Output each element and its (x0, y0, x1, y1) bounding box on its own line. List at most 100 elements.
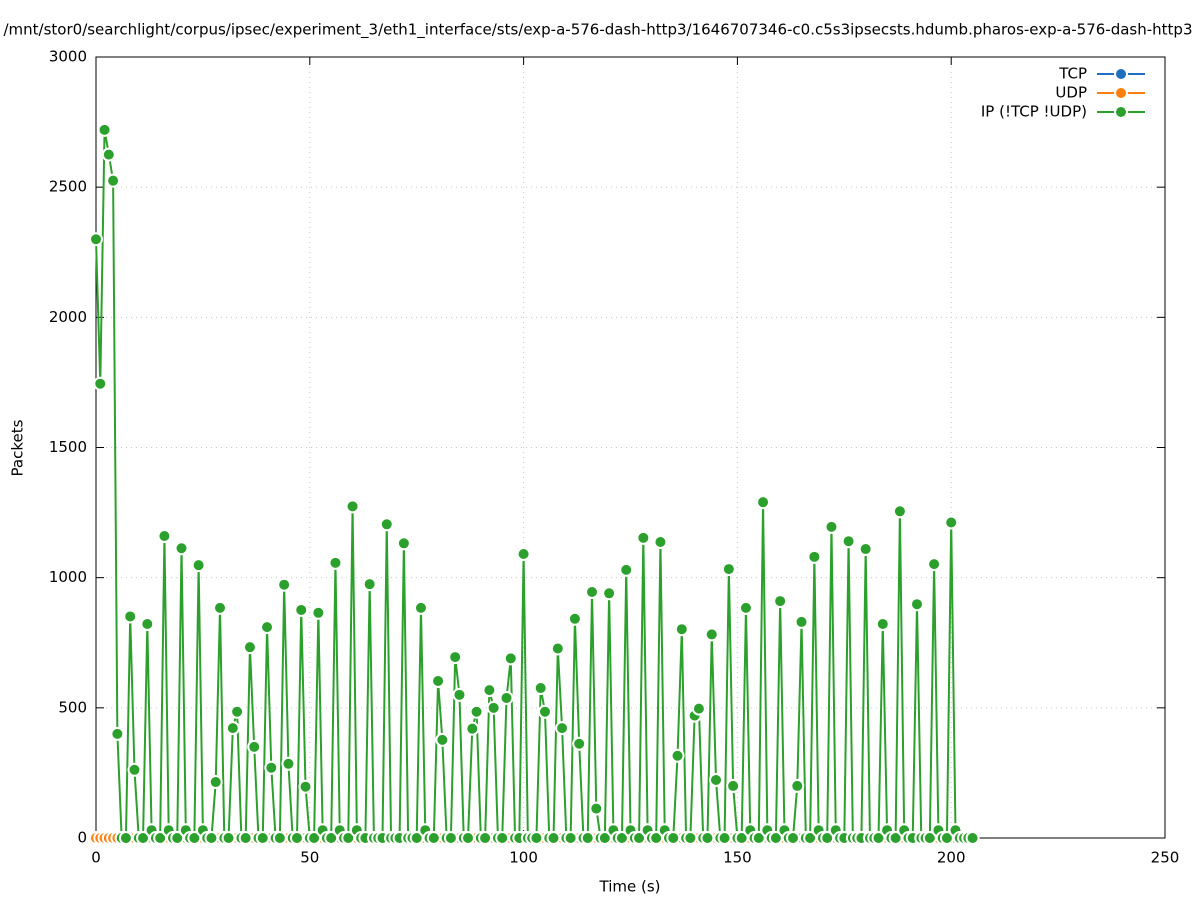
data-point (431, 674, 446, 689)
data-point (435, 732, 450, 747)
y-tick-label: 1500 (49, 438, 87, 456)
data-point (927, 557, 942, 572)
data-point (790, 778, 805, 793)
data-point (486, 700, 501, 715)
data-point (619, 562, 634, 577)
data-point (413, 600, 428, 615)
data-point (379, 517, 394, 532)
data-point (97, 122, 112, 137)
y-tick-label: 2500 (49, 178, 87, 196)
data-point (807, 549, 822, 564)
data-point (666, 831, 681, 845)
data-point (580, 831, 595, 845)
legend-marker (1114, 105, 1128, 119)
x-tick-label: 150 (723, 849, 752, 867)
data-point (602, 586, 617, 601)
data-point (529, 831, 544, 845)
chart-title: /mnt/stor0/searchlight/corpus/ipsec/expe… (4, 21, 1193, 40)
data-point (709, 772, 724, 787)
data-point (461, 831, 476, 845)
data-point (567, 611, 582, 626)
data-point (794, 614, 809, 629)
data-point (585, 584, 600, 599)
data-point (944, 515, 959, 530)
data-point (208, 775, 223, 790)
data-point (533, 681, 548, 696)
x-tick-label: 0 (91, 849, 101, 867)
data-point (140, 617, 155, 632)
data-point (670, 748, 685, 763)
data-point (123, 609, 138, 624)
data-point (700, 831, 715, 845)
y-tick-label: 500 (58, 698, 87, 716)
data-point (396, 536, 411, 551)
legend-label: TCP (1058, 65, 1087, 83)
data-point (469, 704, 484, 719)
data-point (277, 577, 292, 592)
y-axis-label: Packets (9, 419, 27, 476)
data-point (824, 519, 839, 534)
data-point (255, 831, 270, 845)
data-point (289, 831, 304, 845)
legend-marker (1114, 86, 1128, 100)
data-point (260, 620, 275, 635)
data-point (691, 701, 706, 716)
data-point (516, 546, 531, 561)
data-point (478, 831, 493, 845)
data-point (636, 530, 651, 545)
data-point (221, 831, 236, 845)
data-point (452, 687, 467, 702)
data-point (311, 605, 326, 620)
y-tick-label: 0 (77, 829, 87, 847)
x-tick-label: 200 (937, 849, 966, 867)
data-point (965, 831, 980, 845)
data-point (93, 376, 108, 391)
x-axis-label: Time (s) (599, 878, 661, 896)
data-point (653, 535, 668, 550)
data-point (909, 597, 924, 612)
data-point (738, 600, 753, 615)
data-point (118, 831, 133, 845)
data-point (756, 495, 771, 510)
data-point (704, 627, 719, 642)
data-point (546, 831, 561, 845)
data-point (503, 651, 518, 666)
data-point (272, 831, 287, 845)
data-point (726, 778, 741, 793)
x-tick-label: 250 (1151, 849, 1180, 867)
legend-label: IP (!TCP !UDP) (981, 103, 1087, 121)
legend-marker (1114, 67, 1128, 81)
data-point (242, 640, 257, 655)
data-point (247, 739, 262, 754)
data-point (426, 831, 441, 845)
data-point (465, 721, 480, 736)
data-point (443, 831, 458, 845)
x-tick-label: 100 (509, 849, 538, 867)
data-point (157, 529, 172, 544)
data-point (238, 831, 253, 845)
data-point (345, 499, 360, 514)
data-point (106, 173, 121, 188)
data-point (717, 831, 732, 845)
data-point (537, 704, 552, 719)
data-point (264, 760, 279, 775)
data-point (225, 721, 240, 736)
x-tick-label: 50 (300, 849, 319, 867)
data-point (482, 683, 497, 698)
data-point (858, 542, 873, 557)
data-point (294, 602, 309, 617)
data-point (555, 721, 570, 736)
legend-label: UDP (1055, 84, 1087, 102)
data-point (298, 779, 313, 794)
data-point (892, 504, 907, 519)
data-point (563, 831, 578, 845)
y-tick-label: 2000 (49, 308, 87, 326)
data-point (572, 736, 587, 751)
data-point (230, 704, 245, 719)
data-point (550, 641, 565, 656)
data-point (89, 232, 103, 247)
data-point (281, 756, 296, 771)
data-point (721, 562, 736, 577)
data-point (495, 831, 510, 845)
